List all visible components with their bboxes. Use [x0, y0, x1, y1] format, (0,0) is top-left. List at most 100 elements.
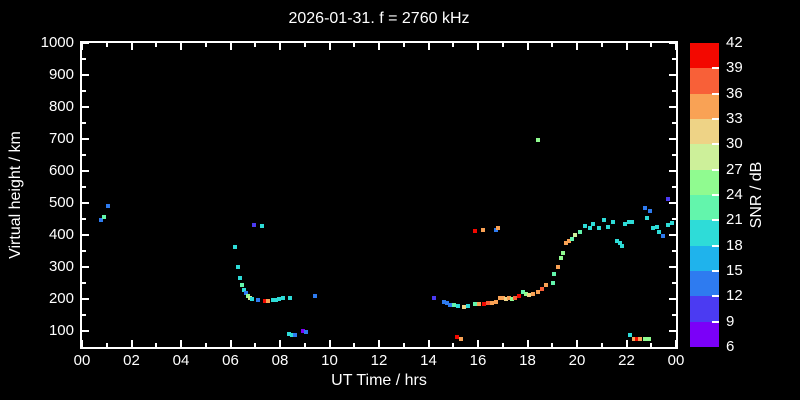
colorbar-segment	[690, 43, 719, 69]
x-minor-tick	[204, 343, 207, 347]
colorbar-boundary-tick	[712, 219, 719, 222]
y-major-tick	[669, 298, 676, 300]
data-point	[442, 299, 447, 304]
data-point	[573, 233, 578, 237]
data-point	[670, 220, 675, 225]
data-point	[618, 241, 623, 245]
data-point	[551, 272, 556, 277]
data-point	[666, 223, 671, 228]
x-major-tick	[378, 43, 380, 50]
colorbar-tick-label: 9	[726, 312, 735, 330]
x-tick-label: 00	[73, 352, 91, 369]
data-point	[638, 337, 643, 341]
x-minor-tick	[650, 43, 653, 47]
y-major-tick	[82, 330, 89, 332]
colorbar-segment	[690, 93, 719, 119]
y-tick-label: 600	[48, 162, 74, 179]
data-point	[480, 227, 485, 232]
y-major-tick	[82, 202, 89, 204]
data-point	[102, 215, 107, 220]
x-major-tick	[526, 340, 529, 347]
x-tick-label: 02	[123, 352, 140, 369]
data-point	[517, 294, 522, 299]
colorbar-tick-label: 18	[726, 236, 743, 254]
x-tick-label: 04	[172, 352, 190, 369]
x-major-tick	[625, 43, 628, 50]
y-major-tick	[82, 138, 89, 140]
y-minor-tick	[672, 218, 676, 220]
x-tick-label: 22	[618, 352, 635, 369]
x-major-tick	[675, 43, 677, 50]
data-point	[555, 265, 560, 269]
data-point	[105, 203, 110, 208]
y-minor-tick	[82, 250, 86, 252]
data-point	[512, 296, 517, 301]
data-point	[262, 298, 267, 303]
x-minor-tick	[600, 343, 603, 347]
colorbar-boundary-tick	[712, 67, 719, 70]
colorbar-tick-label: 12	[726, 287, 743, 305]
data-point	[237, 275, 242, 280]
x-major-tick	[130, 43, 133, 50]
data-point	[654, 225, 659, 229]
colorbar-boundary-tick	[712, 244, 719, 247]
x-minor-tick	[501, 343, 504, 347]
data-point	[445, 300, 450, 305]
x-minor-tick	[105, 343, 108, 347]
colorbar-tick-label: 15	[726, 262, 743, 279]
data-point	[503, 297, 508, 301]
data-point	[629, 219, 634, 224]
x-major-tick	[675, 340, 677, 347]
y-minor-tick	[672, 90, 676, 92]
data-point	[242, 288, 247, 293]
x-minor-tick	[551, 43, 554, 47]
data-point	[526, 293, 531, 298]
data-point	[620, 243, 625, 248]
y-major-tick	[82, 106, 89, 108]
x-minor-tick	[452, 43, 455, 47]
data-point	[280, 296, 285, 301]
colorbar-boundary-tick	[712, 270, 719, 272]
x-minor-tick	[155, 43, 158, 47]
y-major-tick	[669, 170, 676, 172]
x-minor-tick	[303, 343, 306, 347]
data-point	[626, 219, 631, 224]
y-major-tick	[82, 42, 89, 44]
data-point	[312, 294, 317, 299]
x-tick-label: 18	[519, 352, 536, 369]
data-point	[540, 287, 545, 292]
colorbar-segment	[690, 321, 719, 347]
colorbar-tick-label: 42	[726, 34, 743, 51]
y-minor-tick	[672, 122, 676, 124]
colorbar-boundary-tick	[712, 118, 719, 120]
data-point	[645, 216, 650, 221]
y-minor-tick	[82, 218, 86, 220]
x-major-tick	[328, 43, 331, 50]
x-tick-label: 20	[568, 352, 586, 369]
y-major-tick	[669, 234, 676, 236]
data-point	[454, 335, 459, 340]
data-point	[582, 224, 587, 229]
data-point	[99, 217, 104, 222]
x-major-tick	[576, 340, 578, 347]
y-tick-label: 300	[48, 258, 74, 275]
x-major-tick	[625, 340, 628, 347]
y-minor-tick	[82, 90, 86, 92]
x-major-tick	[229, 340, 232, 347]
data-point	[252, 223, 256, 228]
x-axis-title: UT Time / hrs	[331, 372, 427, 389]
colorbar-segment	[690, 296, 719, 322]
y-major-tick	[82, 170, 89, 172]
data-point	[601, 217, 606, 222]
x-major-tick	[427, 340, 430, 347]
y-major-tick	[82, 74, 89, 76]
data-point	[666, 197, 671, 202]
colorbar-segment	[690, 245, 719, 271]
colorbar-segment	[690, 118, 719, 145]
x-minor-tick	[353, 343, 356, 347]
y-major-tick	[669, 330, 676, 332]
colorbar-tick-label: 21	[726, 211, 743, 229]
data-point	[293, 332, 298, 337]
x-minor-tick	[402, 343, 405, 347]
